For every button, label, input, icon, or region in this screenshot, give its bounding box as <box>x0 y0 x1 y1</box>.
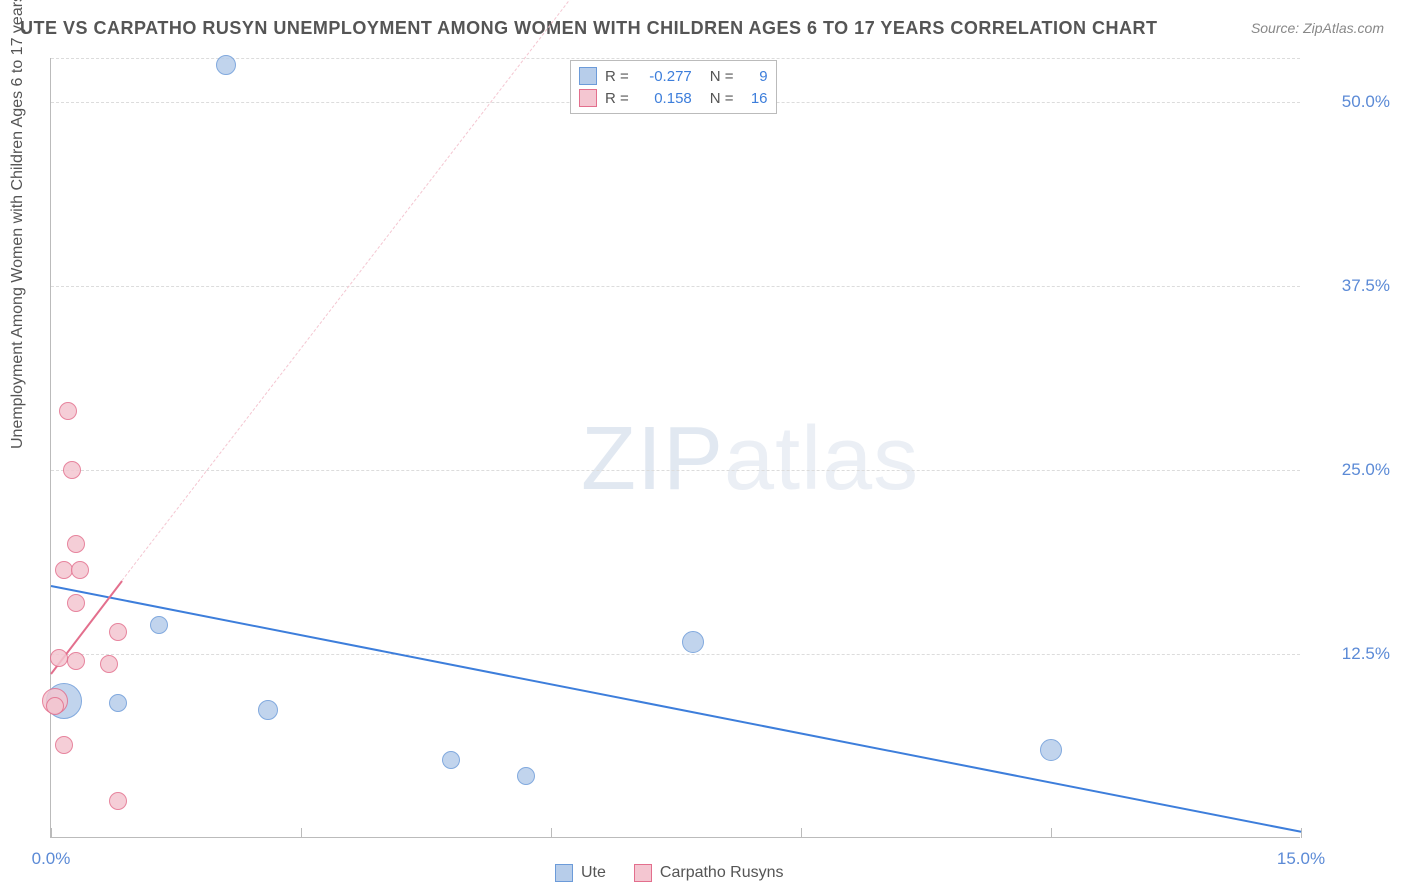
watermark-thin: atlas <box>724 409 919 509</box>
x-tick <box>1301 828 1302 838</box>
n-value: 16 <box>742 90 768 107</box>
legend-label: Carpatho Rusyns <box>660 864 784 882</box>
plot-area: ZIPatlas 12.5%25.0%37.5%50.0%0.0%15.0% <box>50 58 1300 838</box>
gridline <box>51 470 1300 471</box>
data-point <box>150 616 168 634</box>
data-point <box>71 561 89 579</box>
legend-swatch <box>579 89 597 107</box>
stats-legend-row: R = -0.277 N = 9 <box>579 65 768 87</box>
data-point <box>216 55 236 75</box>
data-point <box>67 535 85 553</box>
gridline <box>51 286 1300 287</box>
r-value: -0.277 <box>637 68 692 85</box>
data-point <box>50 649 68 667</box>
x-tick <box>51 828 52 838</box>
legend-item: Carpatho Rusyns <box>634 864 784 882</box>
data-point <box>442 751 460 769</box>
data-point <box>46 697 64 715</box>
x-tick <box>301 828 302 838</box>
data-point <box>63 461 81 479</box>
chart-title: UTE VS CARPATHO RUSYN UNEMPLOYMENT AMONG… <box>20 18 1158 39</box>
stats-legend: R = -0.277 N = 9 R = 0.158 N = 16 <box>570 60 777 114</box>
legend-swatch <box>555 864 573 882</box>
x-tick <box>551 828 552 838</box>
y-tick-label: 12.5% <box>1310 644 1390 664</box>
y-tick-label: 25.0% <box>1310 460 1390 480</box>
x-tick-label: 15.0% <box>1277 849 1325 869</box>
gridline <box>51 654 1300 655</box>
data-point <box>67 652 85 670</box>
data-point <box>59 402 77 420</box>
legend-swatch <box>634 864 652 882</box>
data-point <box>258 700 278 720</box>
r-label: R = <box>605 68 629 85</box>
watermark-bold: ZIP <box>581 409 724 509</box>
data-point <box>682 631 704 653</box>
n-label: N = <box>710 90 734 107</box>
r-label: R = <box>605 90 629 107</box>
data-point <box>100 655 118 673</box>
x-tick-label: 0.0% <box>32 849 71 869</box>
r-value: 0.158 <box>637 90 692 107</box>
chart-source: Source: ZipAtlas.com <box>1251 20 1384 36</box>
data-point <box>67 594 85 612</box>
y-tick-label: 50.0% <box>1310 92 1390 112</box>
trend-line <box>51 585 1301 833</box>
gridline <box>51 58 1300 59</box>
data-point <box>517 767 535 785</box>
y-tick-label: 37.5% <box>1310 276 1390 296</box>
legend-item: Ute <box>555 864 606 882</box>
series-legend: Ute Carpatho Rusyns <box>555 864 784 882</box>
x-tick <box>1051 828 1052 838</box>
data-point <box>109 694 127 712</box>
y-axis-title: Unemployment Among Women with Children A… <box>9 0 27 449</box>
n-label: N = <box>710 68 734 85</box>
watermark: ZIPatlas <box>581 408 919 511</box>
legend-label: Ute <box>581 864 606 882</box>
stats-legend-row: R = 0.158 N = 16 <box>579 87 768 109</box>
data-point <box>1040 739 1062 761</box>
n-value: 9 <box>742 68 768 85</box>
trend-line <box>121 0 593 581</box>
data-point <box>55 736 73 754</box>
data-point <box>55 561 73 579</box>
data-point <box>109 792 127 810</box>
x-tick <box>801 828 802 838</box>
legend-swatch <box>579 67 597 85</box>
data-point <box>109 623 127 641</box>
